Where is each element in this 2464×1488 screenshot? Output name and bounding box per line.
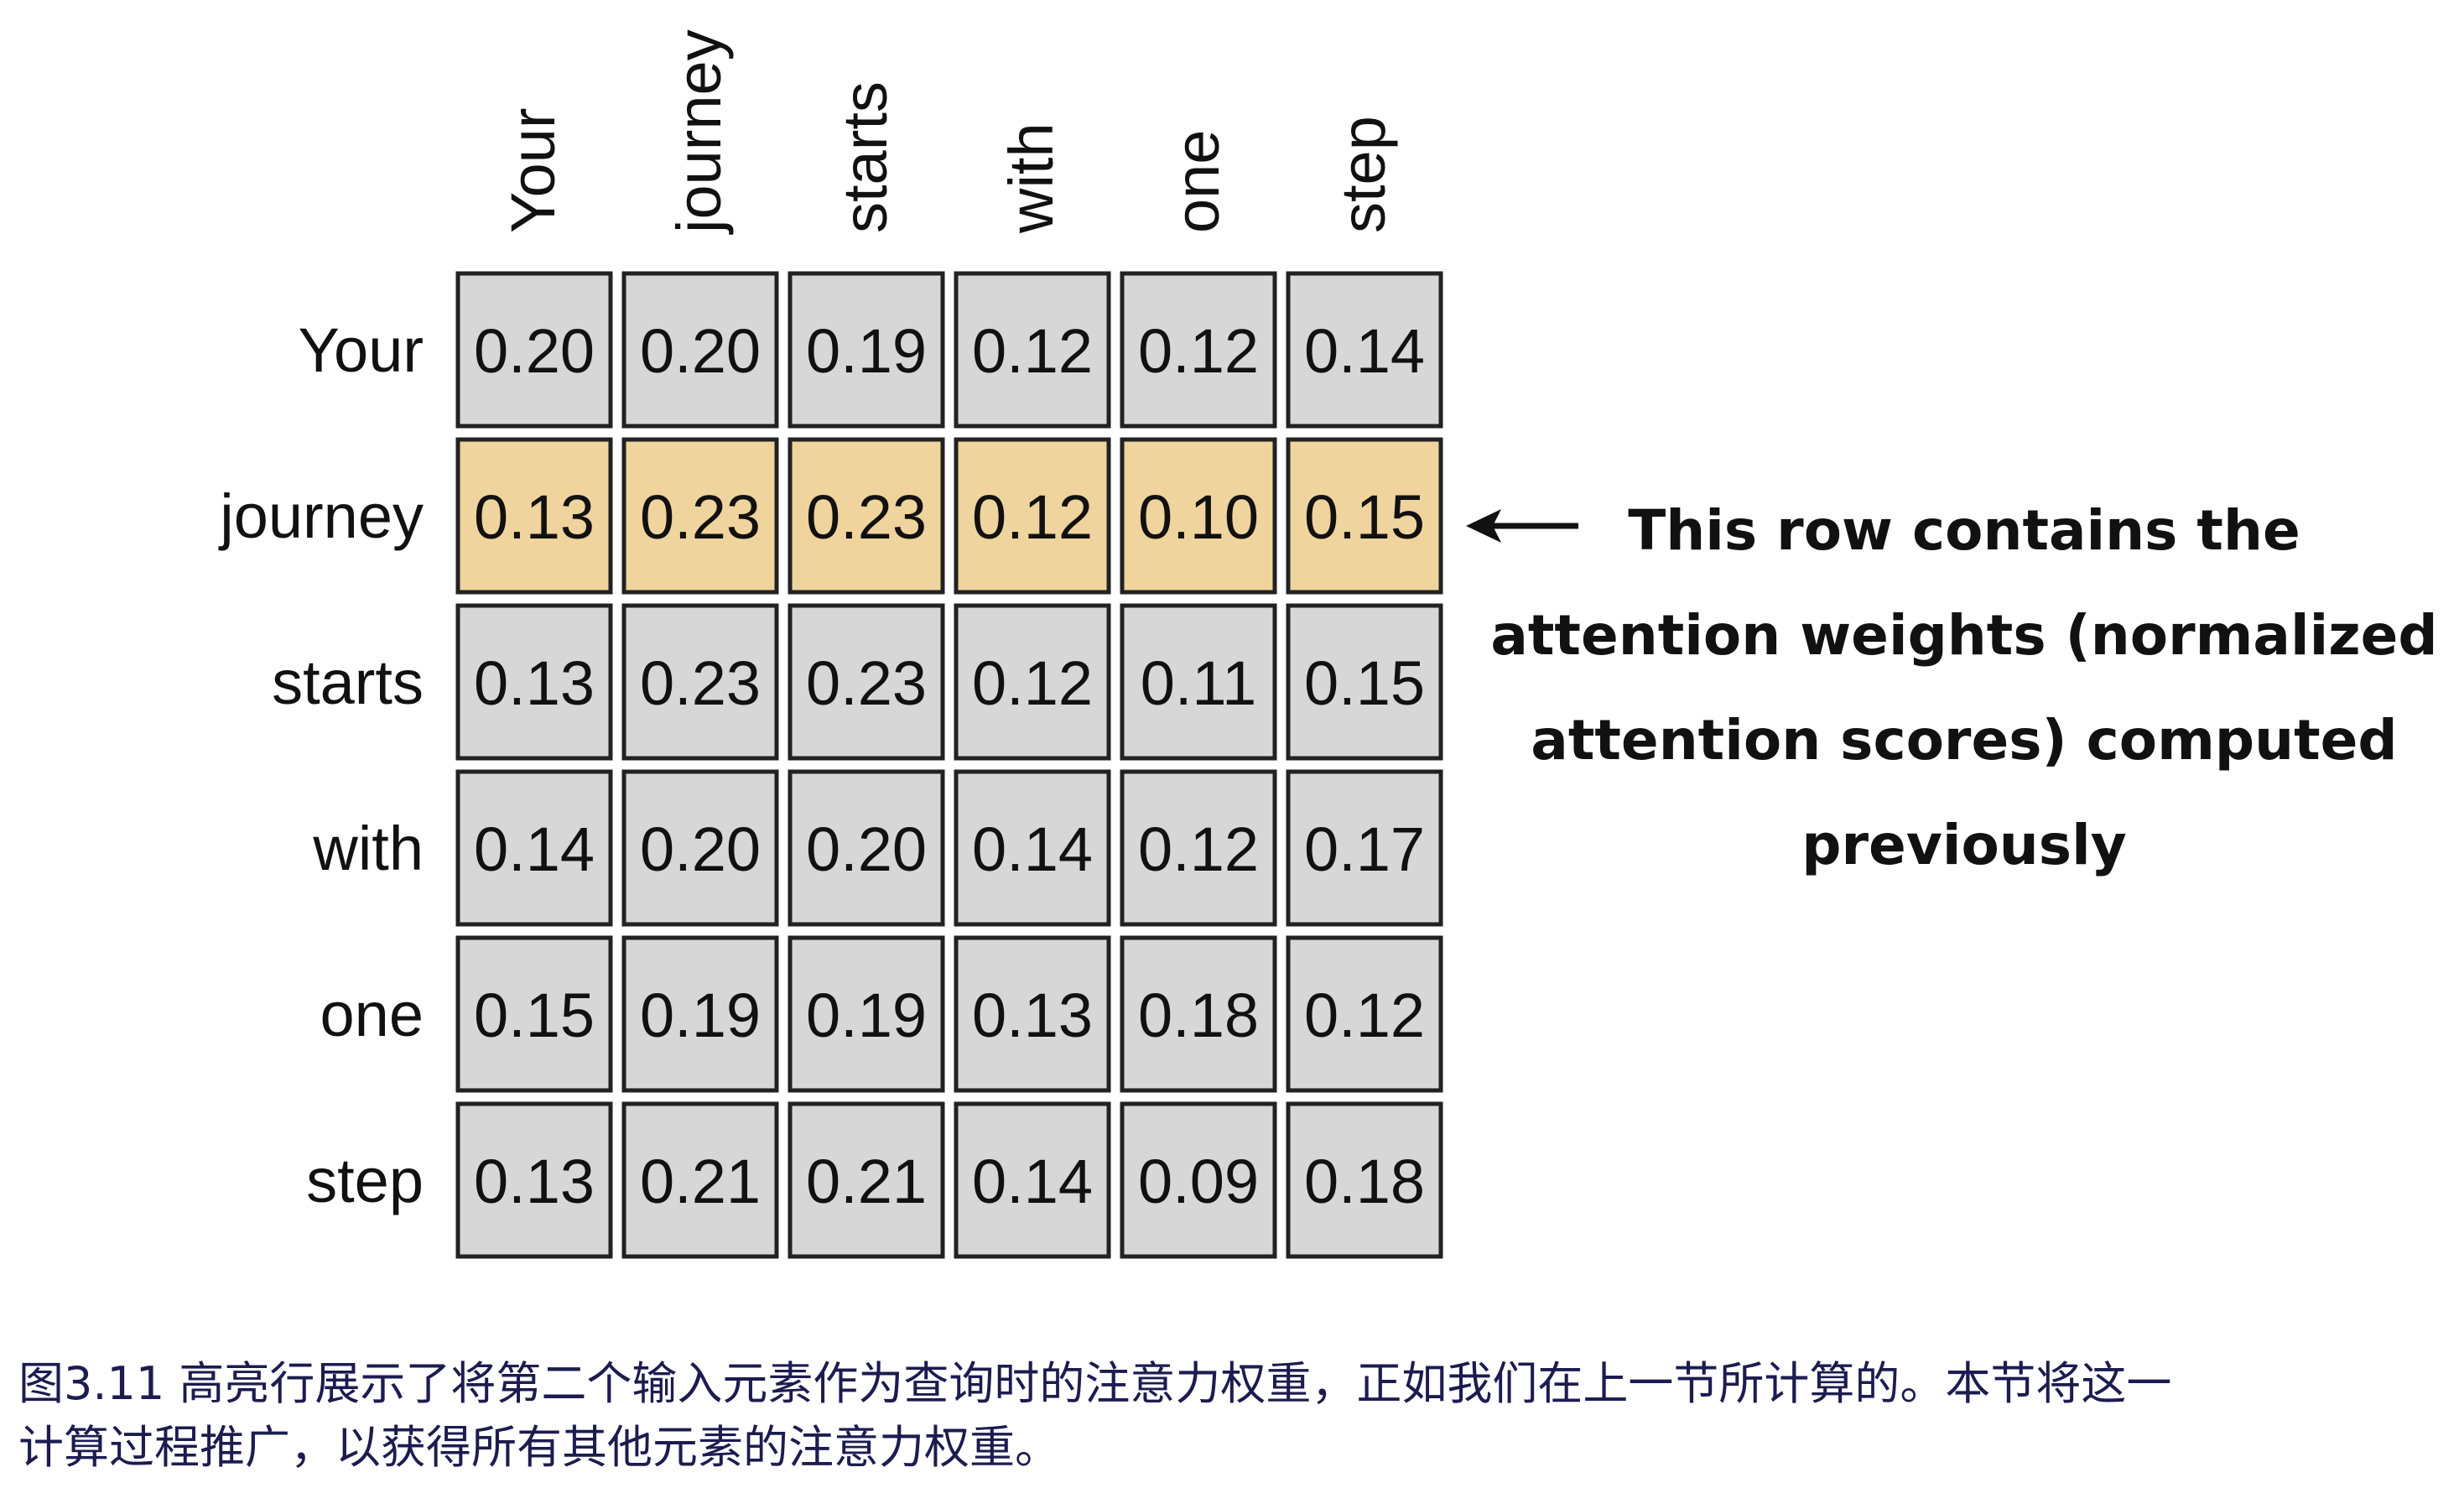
matrix-cell [455,935,613,1093]
column-labels: Your journey starts with one step [498,29,1398,235]
matrix-cell [954,271,1111,429]
cell-value: 0.20 [474,316,595,386]
row-label: one [320,980,424,1049]
matrix-cell [455,271,613,429]
row-label: step [306,1146,424,1215]
cell-value: 0.13 [474,648,595,718]
cell-value: 0.13 [972,981,1093,1050]
cell-value: 0.14 [474,814,595,884]
matrix-cell [621,935,779,1093]
matrix-cell [455,1101,613,1259]
cell-value: 0.11 [1141,648,1257,718]
matrix-cell [1120,271,1277,429]
matrix-cell [1286,603,1443,761]
matrix-cell [621,271,779,429]
column-label: one [1162,130,1232,233]
cell-value: 0.12 [1304,981,1425,1050]
matrix-cell [1120,769,1277,927]
row-label: with [312,814,424,883]
matrix-cell [788,271,945,429]
matrix-cell [1286,769,1443,927]
cell-value: 0.12 [972,482,1093,552]
cell-value: 0.19 [806,316,927,386]
cell-value: 0.23 [806,482,927,552]
column-label: journey [664,29,734,235]
cell-value: 0.21 [806,1147,927,1216]
caption-line-1: 图3.11 高亮行展示了将第二个输入元素作为查询时的注意力权重，正如我们在上一节… [18,1357,2172,1410]
matrix-cell [1286,935,1443,1093]
annotation-text: This row contains the attention weights (… [1490,498,2437,877]
matrix-cell [621,1101,779,1259]
row-label: starts [272,648,424,717]
annotation-line: previously [1801,813,2126,877]
highlighted-cell [788,437,945,595]
matrix-cell [954,603,1111,761]
cell-value: 0.12 [972,316,1093,386]
matrix-cell [788,603,945,761]
cell-value: 0.14 [1304,316,1425,386]
highlighted-cell [621,437,779,595]
matrix-cell [1120,1101,1277,1259]
cell-value: 0.18 [1138,981,1259,1050]
cell-value: 0.09 [1138,1147,1259,1216]
row-label: Your [298,315,424,385]
column-label: with [996,122,1066,234]
matrix-cell [621,603,779,761]
row-labels: Your journey starts with one step [218,315,424,1215]
cell-value: 0.20 [806,814,927,884]
cell-value: 0.21 [640,1147,761,1216]
weight-matrix: 0.20 0.20 0.19 0.12 0.12 0.14 0.13 0.23 0.23 0.12… [455,271,1443,1259]
matrix-cell [455,769,613,927]
column-label: starts [830,81,900,233]
matrix-cell [1286,271,1443,429]
annotation-line: attention weights (normalized [1490,603,2437,668]
matrix-cell [954,935,1111,1093]
matrix-cell [788,1101,945,1259]
cell-value: 0.14 [972,1147,1093,1216]
matrix-cell [788,935,945,1093]
cell-value: 0.15 [1304,482,1425,552]
column-label: step [1328,116,1398,233]
highlighted-cell [1120,437,1277,595]
column-label: Your [498,107,568,233]
cell-value: 0.23 [806,648,927,718]
annotation-line: attention scores) computed [1531,708,2397,773]
cell-value: 0.10 [1138,482,1259,552]
matrix-cell [1120,935,1277,1093]
cell-value: 0.23 [640,482,761,552]
highlighted-cell [954,437,1111,595]
matrix-cell [1120,603,1277,761]
annotation-line: This row contains the [1628,498,2300,563]
cell-value: 0.12 [1138,316,1259,386]
cell-value: 0.19 [806,981,927,1050]
matrix-cell [621,769,779,927]
highlighted-cell [1286,437,1443,595]
cell-value: 0.17 [1304,814,1425,884]
cell-value: 0.23 [640,648,761,718]
cell-value: 0.12 [1138,814,1259,884]
cell-value: 0.20 [640,316,761,386]
matrix-cell [954,769,1111,927]
matrix-cell [954,1101,1111,1259]
cell-value: 0.15 [474,981,595,1050]
cell-value: 0.20 [640,814,761,884]
cell-value: 0.12 [972,648,1093,718]
caption-line-2: 计算过程推广，以获得所有其他元素的注意力权重。 [18,1421,1060,1474]
matrix-cell [788,769,945,927]
cell-value: 0.13 [474,482,595,552]
cell-value: 0.13 [474,1147,595,1216]
cell-value: 0.14 [972,814,1093,884]
matrix-cell [1286,1101,1443,1259]
row-label: journey [218,481,424,551]
highlighted-cell [455,437,613,595]
matrix-cell [455,603,613,761]
left-arrow-icon [1466,509,1578,543]
cell-value: 0.19 [640,981,761,1050]
cell-value: 0.15 [1304,648,1425,718]
cell-value: 0.18 [1304,1147,1425,1216]
figure-caption: 图3.11 高亮行展示了将第二个输入元素作为查询时的注意力权重，正如我们在上一节… [18,1352,2451,1480]
